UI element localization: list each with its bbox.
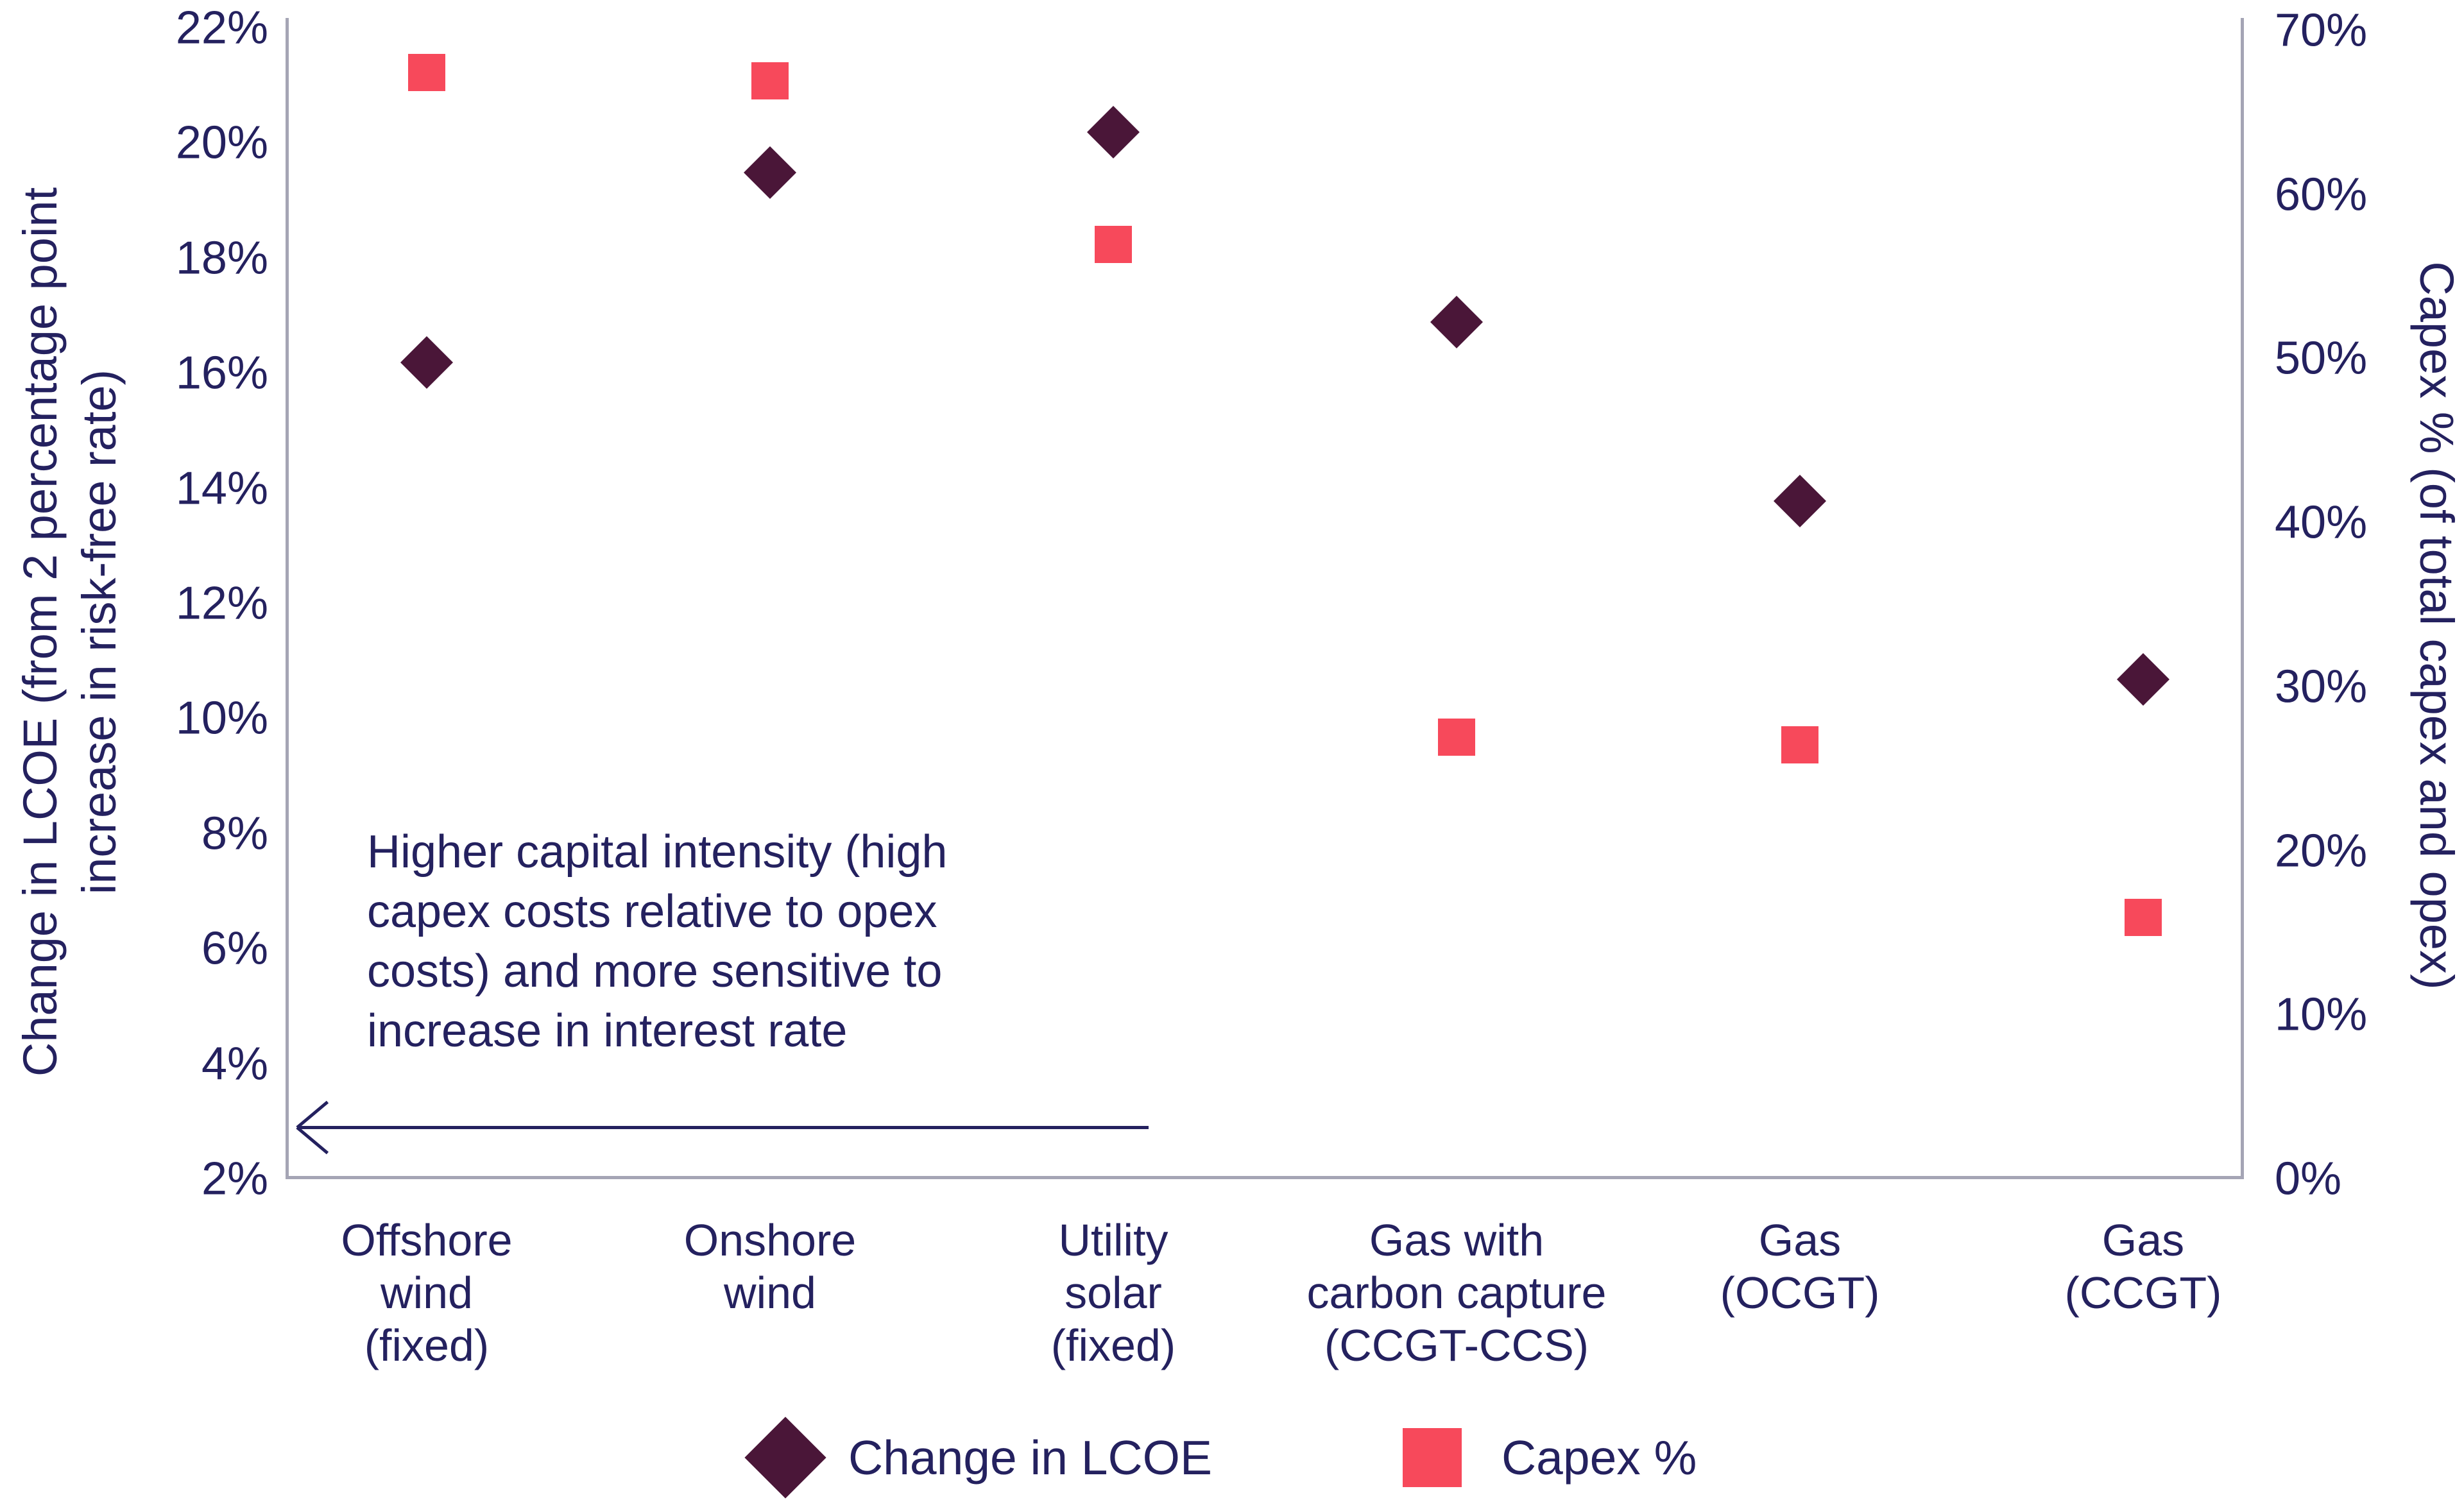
data-point-square bbox=[751, 62, 789, 99]
legend-square-icon bbox=[1403, 1428, 1462, 1487]
right-axis-tick-label: 0% bbox=[2275, 1153, 2342, 1205]
right-axis-title: Capex % (of total capex and opex) bbox=[2410, 261, 2463, 990]
left-axis-tick-label: 20% bbox=[175, 117, 268, 169]
legend-label: Capex % bbox=[1502, 1431, 1697, 1485]
x-axis-category-label: Offshore wind (fixed) bbox=[341, 1215, 513, 1370]
left-axis-tick-label: 4% bbox=[201, 1037, 268, 1089]
left-axis-tick-label: 14% bbox=[175, 462, 268, 514]
data-point-square bbox=[1781, 726, 1818, 764]
data-point-square bbox=[1438, 718, 1475, 756]
right-axis-tick-label: 10% bbox=[2275, 989, 2368, 1041]
x-axis-category-label: Gas with carbon capture (CCGT-CCS) bbox=[1306, 1215, 1607, 1370]
x-axis-category-label: Utility solar (fixed) bbox=[1050, 1215, 1176, 1370]
legend-diamond-icon bbox=[744, 1417, 826, 1499]
x-axis-category-label: Onshore wind bbox=[683, 1215, 857, 1318]
annotation-line: Higher capital intensity (high bbox=[367, 826, 948, 878]
x-axis-category-label: Gas (OCGT) bbox=[1720, 1215, 1880, 1318]
right-axis-tick-label: 20% bbox=[2275, 824, 2368, 876]
annotation-line: costs) and more sensitive to bbox=[367, 946, 943, 997]
left-arrow-line bbox=[299, 1126, 1149, 1129]
legend: Change in LCOE Capex % bbox=[0, 1405, 2464, 1507]
right-axis-tick-label: 50% bbox=[2275, 332, 2368, 384]
data-point-square bbox=[1095, 226, 1132, 264]
right-axis-tick-label: 30% bbox=[2275, 661, 2368, 713]
left-axis-tick-label: 16% bbox=[175, 347, 268, 399]
data-point-square bbox=[2125, 898, 2162, 936]
right-axis-tick-label: 40% bbox=[2275, 497, 2368, 549]
right-axis-tick-label: 60% bbox=[2275, 169, 2368, 221]
x-axis-category-label: Gas (CCGT) bbox=[2064, 1215, 2222, 1318]
left-axis-tick-label: 6% bbox=[201, 923, 268, 975]
left-axis-tick-label: 2% bbox=[201, 1153, 268, 1205]
data-point-square bbox=[408, 53, 445, 91]
left-axis-tick-label: 18% bbox=[175, 232, 268, 284]
annotation-line: capex costs relative to opex bbox=[367, 886, 937, 937]
annotation-text: Higher capital intensity (high capex cost… bbox=[367, 822, 947, 1061]
legend-label: Change in LCOE bbox=[848, 1431, 1213, 1485]
annotation-line: increase in interest rate bbox=[367, 1005, 848, 1057]
left-axis-tick-label: 10% bbox=[175, 692, 268, 744]
left-axis-tick-label: 22% bbox=[175, 2, 268, 54]
left-axis-tick-label: 8% bbox=[201, 808, 268, 860]
right-axis-tick-label: 70% bbox=[2275, 4, 2368, 56]
left-axis-tick-label: 12% bbox=[175, 577, 268, 629]
plot-area bbox=[286, 18, 2244, 1179]
